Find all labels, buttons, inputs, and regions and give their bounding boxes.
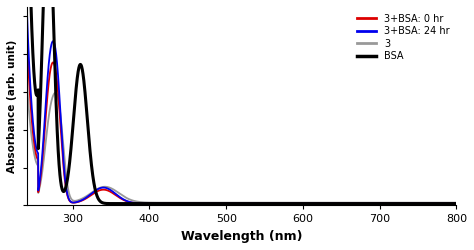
3+BSA: 24 hr: (304, 0.0168): 24 hr: (304, 0.0168) <box>73 201 79 204</box>
3+BSA: 0 hr: (789, 0.01): 0 hr: (789, 0.01) <box>446 202 451 205</box>
3+BSA: 24 hr: (455, 0.01): 24 hr: (455, 0.01) <box>189 202 194 205</box>
3+BSA: 0 hr: (337, 0.0824): 0 hr: (337, 0.0824) <box>98 188 104 192</box>
BSA <box>208 202 213 205</box>
3+BSA: 0 hr: (455, 0.01): 0 hr: (455, 0.01) <box>189 202 194 205</box>
3 <box>98 186 104 189</box>
3+BSA: 24 hr: (482, 0.01): 24 hr: (482, 0.01) <box>210 202 215 205</box>
Legend: 3+BSA: 0 hr, 3+BSA: 24 hr, 3, BSA: 3+BSA: 0 hr, 3+BSA: 24 hr, 3, BSA <box>355 12 452 63</box>
BSA <box>446 202 451 205</box>
BSA <box>140 202 146 205</box>
Line: 3: 3 <box>27 78 456 203</box>
3+BSA: 24 hr: (729, 0.01): 24 hr: (729, 0.01) <box>399 202 405 205</box>
3+BSA: 0 hr: (240, 0.93): 0 hr: (240, 0.93) <box>24 28 29 31</box>
3+BSA: 0 hr: (479, 0.01): 0 hr: (479, 0.01) <box>207 202 213 205</box>
3+BSA: 24 hr: (240, 1.07): 24 hr: (240, 1.07) <box>24 2 29 5</box>
3+BSA: 24 hr: (789, 0.01): 24 hr: (789, 0.01) <box>446 202 451 205</box>
3 <box>189 201 194 204</box>
3 <box>73 199 79 202</box>
BSA <box>399 202 405 205</box>
3 <box>446 201 451 204</box>
Line: BSA: BSA <box>27 0 456 204</box>
BSA <box>189 202 194 205</box>
3+BSA: 24 hr: (337, 0.0933): 24 hr: (337, 0.0933) <box>98 186 104 189</box>
3+BSA: 0 hr: (729, 0.01): 0 hr: (729, 0.01) <box>399 202 405 205</box>
3+BSA: 24 hr: (800, 0.01): 24 hr: (800, 0.01) <box>454 202 459 205</box>
3+BSA: 24 hr: (479, 0.01): 24 hr: (479, 0.01) <box>207 202 213 205</box>
BSA <box>98 200 104 203</box>
Line: 3+BSA: 0 hr: 3+BSA: 0 hr <box>27 30 456 204</box>
BSA <box>73 92 79 95</box>
3+BSA: 0 hr: (800, 0.01): 0 hr: (800, 0.01) <box>454 202 459 205</box>
3 <box>207 201 213 204</box>
3+BSA: 0 hr: (481, 0.01): 0 hr: (481, 0.01) <box>209 202 215 205</box>
BSA <box>454 202 459 205</box>
3 <box>24 77 29 80</box>
3 <box>454 201 459 204</box>
3 <box>399 201 405 204</box>
Y-axis label: Absorbance (arb. unit): Absorbance (arb. unit) <box>7 40 17 173</box>
3+BSA: 0 hr: (304, 0.0159): 0 hr: (304, 0.0159) <box>73 201 79 204</box>
3 <box>224 201 230 204</box>
X-axis label: Wavelength (nm): Wavelength (nm) <box>181 230 302 243</box>
Line: 3+BSA: 24 hr: 3+BSA: 24 hr <box>27 4 456 203</box>
